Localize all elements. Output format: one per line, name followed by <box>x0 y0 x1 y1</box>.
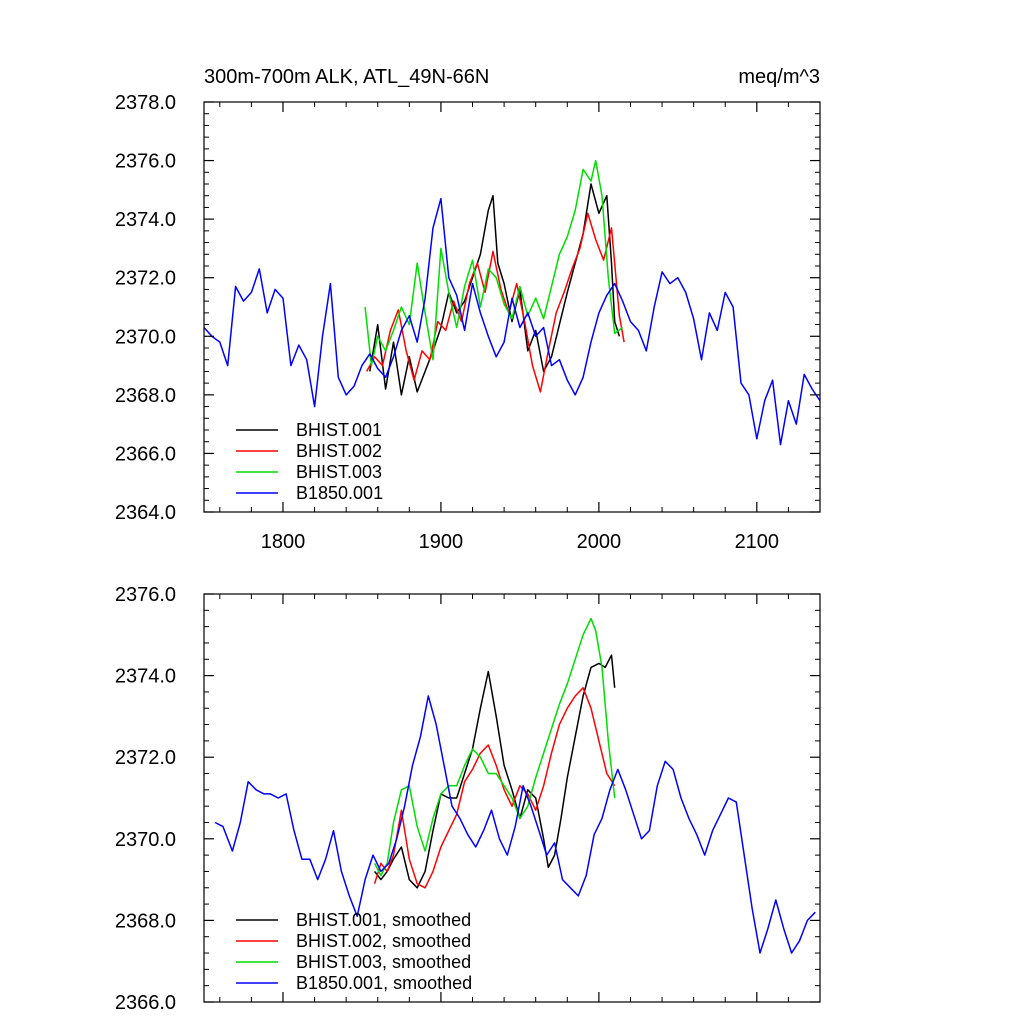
top-series-line-3 <box>364 159 624 367</box>
top-series-line-2 <box>366 212 625 393</box>
top-plot-panel: 300m-700m ALK, ATL_49N-66N meq/m^3 2364.… <box>115 66 821 553</box>
bottom-legend-label-3: BHIST.003, smoothed <box>296 952 471 972</box>
bottom-ytick-label: 2368.0 <box>115 910 176 932</box>
top-legend-label-2: BHIST.002 <box>296 441 382 461</box>
top-series-line-4 <box>204 197 820 446</box>
top-xtick-label: 2000 <box>577 531 622 553</box>
top-ytick-label: 2378.0 <box>115 92 176 114</box>
top-xtick-label: 2100 <box>735 531 780 553</box>
top-plot-title: 300m-700m ALK, ATL_49N-66N <box>204 66 489 88</box>
top-ytick-label: 2366.0 <box>115 443 176 465</box>
top-ytick-label: 2368.0 <box>115 385 176 407</box>
top-xtick-label: 1900 <box>419 531 464 553</box>
bottom-ytick-label: 2370.0 <box>115 829 176 851</box>
top-ytick-label: 2364.0 <box>115 502 176 524</box>
bottom-series-line-2 <box>373 687 616 889</box>
top-ytick-label: 2376.0 <box>115 151 176 173</box>
top-legend-label-3: BHIST.003 <box>296 462 382 482</box>
bottom-ytick-label: 2374.0 <box>115 666 176 688</box>
top-legend-label-4: B1850.001 <box>296 483 383 503</box>
bottom-plot-panel: 2366.0 2368.0 2370.0 2372.0 2374.0 2376.0 BHIS… <box>115 584 821 1014</box>
bottom-ytick-label: 2372.0 <box>115 747 176 769</box>
bottom-legend-label-1: BHIST.001, smoothed <box>296 910 471 930</box>
top-ytick-label: 2370.0 <box>115 326 176 348</box>
top-xtick-label: 1800 <box>261 531 306 553</box>
top-plot-frame <box>203 101 821 513</box>
bottom-ytick-label: 2376.0 <box>115 584 176 606</box>
bottom-legend-label-4: B1850.001, smoothed <box>296 973 472 993</box>
bottom-series-line-3 <box>373 617 616 877</box>
bottom-plot-frame <box>203 593 821 1003</box>
bottom-series-line-4 <box>214 695 816 954</box>
top-legend-label-1: BHIST.001 <box>296 420 382 440</box>
bottom-legend-label-2: BHIST.002, smoothed <box>296 931 471 951</box>
top-ytick-label: 2372.0 <box>115 268 176 290</box>
top-series-line-1 <box>369 183 621 396</box>
bottom-series-line-1 <box>374 654 616 889</box>
top-plot-units: meq/m^3 <box>738 66 820 88</box>
bottom-ytick-label: 2366.0 <box>115 992 176 1014</box>
top-ytick-label: 2374.0 <box>115 209 176 231</box>
